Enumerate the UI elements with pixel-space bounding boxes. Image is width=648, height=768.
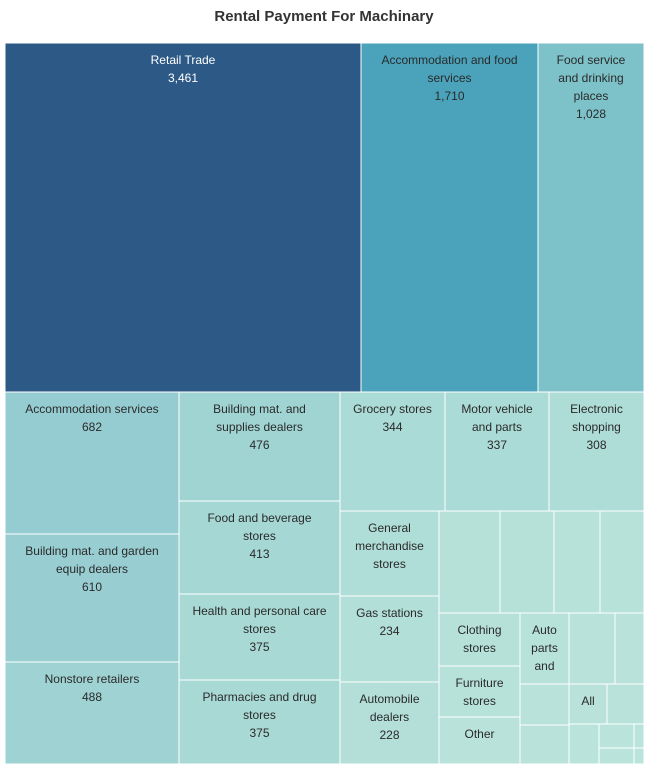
cell-label: Pharmacies and drug bbox=[202, 690, 316, 704]
treemap-cell[interactable] bbox=[178, 500, 341, 595]
treemap-cell[interactable] bbox=[568, 612, 616, 685]
treemap-cell[interactable] bbox=[553, 510, 601, 614]
treemap-cell[interactable] bbox=[599, 510, 645, 614]
treemap-cell[interactable] bbox=[339, 681, 440, 765]
cell-value-label: 682 bbox=[82, 420, 102, 434]
cell-value-label: 234 bbox=[379, 624, 399, 638]
cell-value-label: 375 bbox=[249, 640, 269, 654]
cell-label: Building mat. and garden bbox=[25, 544, 158, 558]
cell-label: stores bbox=[243, 708, 276, 722]
cell-label: Retail Trade bbox=[151, 53, 216, 67]
cell-label: Auto bbox=[532, 623, 557, 637]
treemap-cell[interactable] bbox=[339, 510, 440, 597]
cell-label: equip dealers bbox=[56, 562, 128, 576]
cell-value-label: 3,461 bbox=[168, 71, 198, 85]
cell-label: Food service bbox=[557, 53, 626, 67]
cell-label: All bbox=[581, 694, 594, 708]
cell-label: places bbox=[574, 89, 609, 103]
cell-value-label: 337 bbox=[487, 438, 507, 452]
cell-label: Accommodation and food bbox=[381, 53, 517, 67]
treemap-cell[interactable] bbox=[438, 612, 521, 667]
cell-label: Furniture bbox=[455, 676, 503, 690]
cell-label: stores bbox=[463, 694, 496, 708]
cell-label: Grocery stores bbox=[353, 402, 432, 416]
cell-label: supplies dealers bbox=[216, 420, 303, 434]
cell-value-label: 308 bbox=[586, 438, 606, 452]
cell-label: Building mat. and bbox=[213, 402, 306, 416]
treemap-cell[interactable] bbox=[438, 665, 521, 718]
treemap-cell[interactable] bbox=[548, 391, 645, 512]
treemap-cell[interactable] bbox=[598, 723, 635, 749]
cell-label: stores bbox=[243, 529, 276, 543]
cell-label: merchandise bbox=[355, 539, 424, 553]
cell-label: Gas stations bbox=[356, 606, 423, 620]
cell-label: and drinking bbox=[558, 71, 623, 85]
cell-label: dealers bbox=[370, 710, 409, 724]
cell-value-label: 1,710 bbox=[434, 89, 464, 103]
treemap-cell[interactable] bbox=[4, 533, 180, 663]
cell-value-label: 1,028 bbox=[576, 107, 606, 121]
treemap-cell[interactable] bbox=[4, 661, 180, 765]
cell-value-label: 228 bbox=[379, 728, 399, 742]
treemap-cell[interactable] bbox=[633, 723, 645, 749]
treemap-cell[interactable] bbox=[339, 595, 440, 683]
cell-value-label: 476 bbox=[249, 438, 269, 452]
cell-label: Electronic bbox=[570, 402, 623, 416]
treemap-cell[interactable] bbox=[438, 510, 501, 614]
treemap-cell[interactable] bbox=[438, 716, 521, 765]
cell-label: Clothing bbox=[457, 623, 501, 637]
cell-label: Accommodation services bbox=[25, 402, 158, 416]
cell-value-label: 413 bbox=[249, 547, 269, 561]
cell-label: Automobile bbox=[359, 692, 419, 706]
treemap-cell[interactable] bbox=[178, 679, 341, 765]
cell-label: stores bbox=[463, 641, 496, 655]
cell-value-label: 610 bbox=[82, 580, 102, 594]
cell-label: stores bbox=[373, 557, 406, 571]
cell-label: services bbox=[427, 71, 471, 85]
cell-value-label: 488 bbox=[82, 690, 102, 704]
cell-value-label: 344 bbox=[382, 420, 402, 434]
treemap-cell[interactable] bbox=[568, 723, 600, 765]
cell-label: Other bbox=[464, 727, 494, 741]
treemap-cell[interactable] bbox=[606, 683, 645, 725]
chart-title: Rental Payment For Machinary bbox=[214, 8, 434, 25]
treemap-cell[interactable] bbox=[178, 391, 341, 502]
cell-label: and parts bbox=[472, 420, 522, 434]
treemap-cell[interactable] bbox=[178, 593, 341, 681]
cell-label: Health and personal care bbox=[192, 604, 326, 618]
cell-label: General bbox=[368, 521, 411, 535]
treemap-cell[interactable] bbox=[519, 724, 570, 765]
treemap-cell[interactable] bbox=[444, 391, 550, 512]
treemap-cell[interactable] bbox=[614, 612, 645, 685]
treemap-cell[interactable] bbox=[499, 510, 555, 614]
treemap-cell[interactable] bbox=[633, 747, 645, 765]
cell-label: Motor vehicle bbox=[461, 402, 533, 416]
cell-label: Nonstore retailers bbox=[45, 672, 140, 686]
cell-value-label: 375 bbox=[249, 726, 269, 740]
treemap-cell[interactable] bbox=[4, 42, 362, 393]
treemap-cell[interactable] bbox=[598, 747, 635, 765]
cell-label: parts bbox=[531, 641, 558, 655]
cell-label: stores bbox=[243, 622, 276, 636]
cell-label: shopping bbox=[572, 420, 621, 434]
treemap-cell[interactable] bbox=[519, 683, 570, 726]
cell-label: Food and beverage bbox=[207, 511, 311, 525]
cell-label: and bbox=[534, 659, 554, 673]
